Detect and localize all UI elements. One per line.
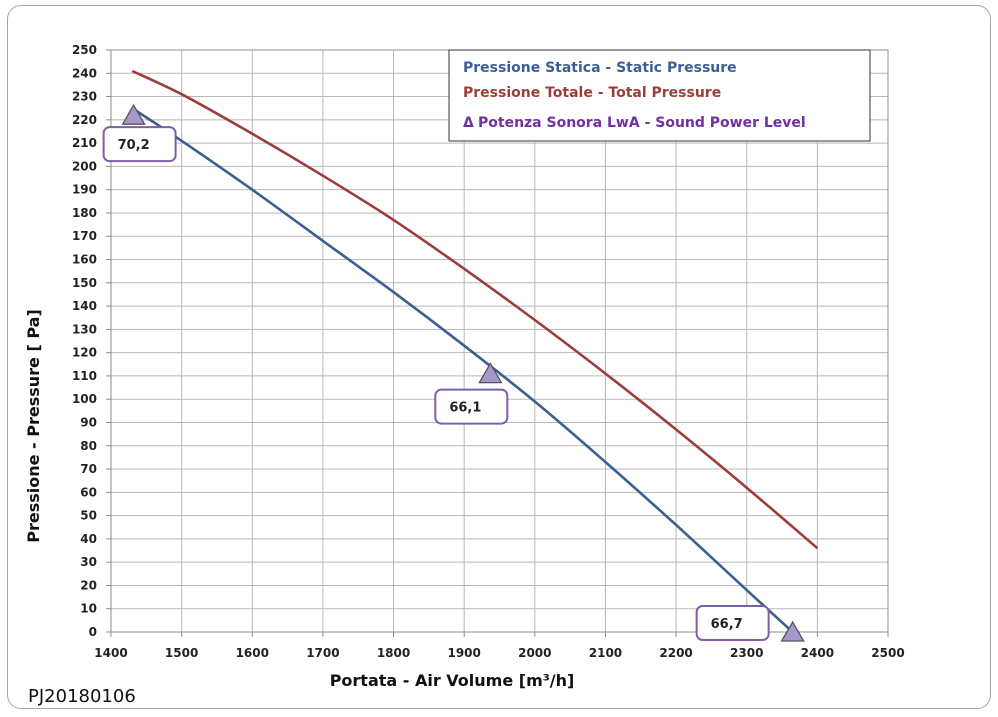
y-tick-label: 50 (80, 509, 97, 523)
legend-entry-sound-power: Potenza Sonora LwA - Sound Power Level (478, 115, 806, 131)
sound-power-label: 70,2 (118, 138, 150, 153)
x-tick-label: 1800 (377, 646, 410, 660)
plot-area (110, 49, 889, 633)
y-tick-label: 220 (72, 113, 97, 127)
static-pressure-line (131, 107, 794, 633)
y-tick-label: 30 (80, 555, 97, 569)
x-tick-label: 2000 (518, 646, 551, 660)
y-tick-labels: 0 10 20 30 40 50 60 70 80 90 100 110 120 130 140 150 160… (72, 43, 97, 639)
x-axis-title: Portata - Air Volume [m³/h] (330, 671, 575, 690)
legend-entry-total: Pressione Totale - Total Pressure (463, 85, 721, 101)
x-tick-label: 1400 (94, 646, 127, 660)
y-tick-label: 150 (72, 276, 97, 290)
sound-power-marker (478, 362, 503, 384)
sound-power-callout (695, 605, 770, 641)
y-tick-label: 230 (72, 90, 97, 104)
y-tick-label: 20 (80, 578, 97, 592)
sound-power-label: 66,1 (449, 401, 481, 416)
sound-power-markers: 70,2 66,1 66,7 (102, 103, 805, 642)
sound-power-marker (121, 103, 146, 125)
document-code: PJ20180106 (28, 686, 136, 707)
legend-entry-static: Pressione Statica - Static Pressure (463, 60, 737, 76)
sound-power-label: 66,7 (711, 617, 743, 632)
y-tick-label: 170 (72, 229, 97, 243)
y-tick-label: 240 (72, 66, 97, 80)
legend-box (448, 49, 871, 142)
y-tick-label: 160 (72, 253, 97, 267)
y-tick-label: 10 (80, 602, 97, 616)
sound-power-marker (780, 620, 805, 642)
y-tick-label: 140 (72, 299, 97, 313)
y-tick-label: 110 (72, 369, 97, 383)
x-tick-label: 1500 (165, 646, 198, 660)
x-tick-label: 2300 (730, 646, 763, 660)
series-lines (131, 69, 819, 633)
x-tick-label: 1600 (236, 646, 269, 660)
y-tick-label: 90 (80, 415, 97, 429)
y-tick-label: 210 (72, 136, 97, 150)
y-tick-label: 130 (72, 322, 97, 336)
y-tick-label: 190 (72, 183, 97, 197)
sound-power-callout (102, 126, 177, 163)
legend-entry-sound-power-symbol: Δ (463, 115, 474, 131)
y-tick-label: 0 (89, 625, 97, 639)
sound-power-callout (434, 388, 509, 425)
x-tick-labels: 1400 1500 1600 1700 1800 1900 2000 2100 2200 2300… (94, 646, 904, 660)
y-tick-label: 70 (80, 462, 97, 476)
x-tick-label: 2100 (589, 646, 622, 660)
x-tick-label: 2400 (801, 646, 834, 660)
x-tick-label: 2200 (659, 646, 692, 660)
y-tick-label: 60 (80, 485, 97, 499)
x-tick-label: 1700 (306, 646, 339, 660)
total-pressure-line (131, 69, 819, 550)
y-tick-label: 200 (72, 159, 97, 173)
y-tick-label: 250 (72, 43, 97, 57)
y-tick-label: 120 (72, 346, 97, 360)
y-tick-label: 100 (72, 392, 97, 406)
legend: Pressione Statica - Static Pressure Pres… (448, 49, 871, 142)
y-axis-title: Pressione - Pressure [ Pa] (24, 309, 43, 543)
y-tick-label: 180 (72, 206, 97, 220)
x-tick-label: 1900 (447, 646, 480, 660)
y-tick-label: 40 (80, 532, 97, 546)
x-tick-label: 2500 (871, 646, 904, 660)
y-tick-label: 80 (80, 439, 97, 453)
